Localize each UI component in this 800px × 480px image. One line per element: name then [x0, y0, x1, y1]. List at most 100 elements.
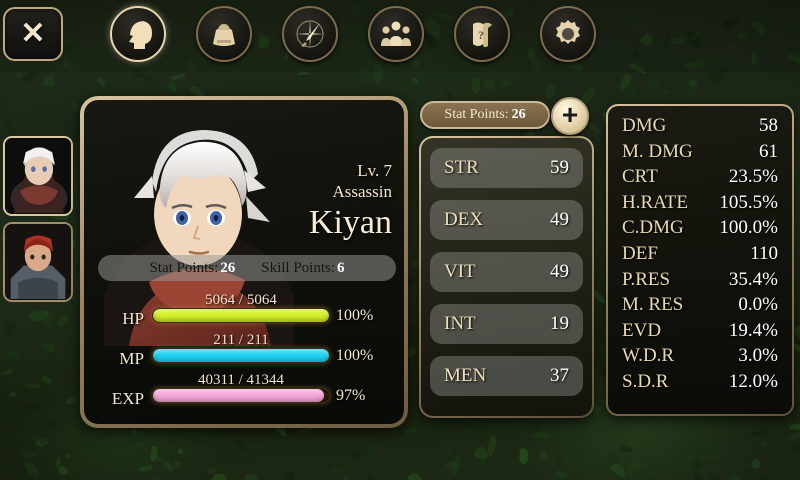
scroll-quest-icon: ?	[466, 18, 498, 50]
character-level: Lv. 7	[357, 161, 392, 180]
character-panel: Lv. 7 Assassin Kiyan Stat Points: 26 Ski…	[80, 96, 408, 428]
attribute-value: 49	[550, 261, 569, 282]
tab-quests[interactable]: ?	[454, 6, 510, 62]
stat-key: DMG	[622, 115, 667, 136]
gear-icon	[552, 18, 584, 50]
close-button[interactable]: ✕	[3, 7, 63, 61]
resource-bar-fill	[153, 309, 329, 322]
party-icon	[380, 18, 412, 50]
stat-line-p-res: P.RES 35.4%	[622, 269, 778, 295]
stat-line-w-d-r: W.D.R 3.0%	[622, 345, 778, 371]
attribute-row-men[interactable]: MEN 37	[430, 356, 583, 396]
resource-bar-values: 211 / 211	[213, 332, 269, 348]
party-portrait-rail	[3, 136, 73, 308]
svg-text:?: ?	[478, 28, 484, 42]
portrait-ally-2[interactable]	[3, 222, 73, 302]
character-name: Kiyan	[308, 203, 392, 241]
skill-points-value: 6	[337, 259, 345, 276]
stat-key: CRT	[622, 166, 658, 188]
stat-points-value: 26	[220, 259, 236, 276]
stat-line-evd: EVD 19.4%	[622, 320, 778, 346]
stat-key: S.D.R	[622, 370, 669, 392]
attribute-key: MEN	[444, 365, 487, 386]
resource-bar-fill	[153, 349, 329, 362]
character-identity: Lv. 7 Assassin Kiyan	[309, 160, 392, 240]
stat-line-dmg: DMG 58	[622, 115, 778, 141]
add-stat-point-button[interactable]: +	[551, 97, 589, 135]
stat-line-m-res: M. RES 0.0%	[622, 294, 778, 320]
stat-value: 3.0%	[738, 345, 778, 367]
stat-line-def: DEF 110	[622, 243, 778, 269]
attribute-key: VIT	[444, 261, 476, 282]
attribute-stat-points-label: Stat Points:	[444, 107, 509, 122]
resource-bar-row: 211 / 211 MP 100%	[84, 332, 404, 376]
stat-line-m-dmg: M. DMG 61	[622, 141, 778, 167]
sword-icon	[293, 17, 327, 51]
resource-bar-percent: 100%	[336, 307, 374, 324]
close-icon: ✕	[20, 17, 46, 50]
resource-bar-row: 5064 / 5064 HP 100%	[84, 292, 404, 336]
attribute-row-int[interactable]: INT 19	[430, 304, 583, 344]
character-class: Assassin	[332, 182, 392, 202]
top-navigation-bar: ✕ ?	[0, 0, 800, 72]
stat-value: 105.5%	[719, 191, 778, 213]
stat-points-label: Stat Points:	[149, 259, 219, 276]
attribute-value: 19	[550, 313, 569, 334]
attribute-stat-points-value: 26	[511, 107, 526, 122]
stat-key: EVD	[622, 319, 662, 341]
resource-bar-values: 40311 / 41344	[197, 372, 285, 388]
stat-line-c-dmg: C.DMG 100.0%	[622, 217, 778, 243]
attribute-stat-points-header: Stat Points: 26	[420, 101, 550, 129]
stat-key: H.RATE	[622, 191, 688, 213]
stat-key: M. RES	[622, 294, 684, 316]
resource-bars: 5064 / 5064 HP 100% 211 / 211 MP 100% 40311 / …	[84, 292, 404, 416]
resource-bar-track	[152, 348, 330, 363]
stat-value: 23.5%	[728, 166, 778, 188]
attribute-key: STR	[444, 157, 479, 178]
resource-bar-label: EXP	[111, 389, 144, 408]
stat-key: C.DMG	[622, 217, 684, 239]
attribute-value: 59	[550, 157, 569, 178]
tab-equipment[interactable]	[282, 6, 338, 62]
resource-bar-values: 5064 / 5064	[205, 292, 277, 308]
resource-bar-track	[152, 388, 330, 403]
attribute-key: INT	[444, 313, 476, 334]
attributes-panel: STR 59 DEX 49 VIT 49 INT 19 MEN 37	[419, 136, 594, 418]
portrait-ally-2-art	[5, 224, 71, 300]
stat-value: 0.0%	[738, 294, 778, 316]
portrait-kiyan-art	[5, 138, 71, 214]
attribute-key: DEX	[444, 209, 484, 230]
tab-inventory[interactable]	[196, 6, 252, 62]
head-icon	[121, 17, 155, 51]
stat-key: M. DMG	[622, 140, 693, 162]
stat-value: 110	[750, 242, 778, 264]
tab-party[interactable]	[368, 6, 424, 62]
plus-icon: +	[561, 99, 579, 130]
stat-key: DEF	[622, 242, 658, 264]
skill-points-label: Skill Points:	[261, 259, 336, 276]
resource-bar-label: HP	[122, 309, 144, 328]
portrait-kiyan[interactable]	[3, 136, 73, 216]
stat-value: 100.0%	[719, 217, 778, 239]
skill-points-group: Skill Points: 6	[261, 260, 344, 277]
resource-bar-label: MP	[119, 349, 144, 368]
resource-bar-fill	[153, 389, 324, 402]
stat-line-s-d-r: S.D.R 12.0%	[622, 371, 778, 397]
resource-bar-percent: 100%	[336, 347, 374, 364]
derived-stats-panel: DMG 58 M. DMG 61 CRT 23.5% H.RATE 105.5% C.DMG 10…	[606, 104, 794, 416]
resource-bar-row: 40311 / 41344 EXP 97%	[84, 372, 404, 416]
stat-value: 35.4%	[728, 268, 778, 290]
stat-value: 58	[759, 115, 778, 136]
attribute-row-dex[interactable]: DEX 49	[430, 200, 583, 240]
attribute-value: 49	[550, 209, 569, 230]
stat-key: W.D.R	[622, 345, 675, 367]
attribute-value: 37	[550, 365, 569, 386]
attribute-row-vit[interactable]: VIT 49	[430, 252, 583, 292]
points-summary-pill: Stat Points: 26 Skill Points: 6	[98, 255, 396, 281]
tab-character[interactable]	[110, 6, 166, 62]
stat-value: 12.0%	[728, 370, 778, 392]
tab-settings[interactable]	[540, 6, 596, 62]
attribute-row-str[interactable]: STR 59	[430, 148, 583, 188]
stat-line-crt: CRT 23.5%	[622, 166, 778, 192]
